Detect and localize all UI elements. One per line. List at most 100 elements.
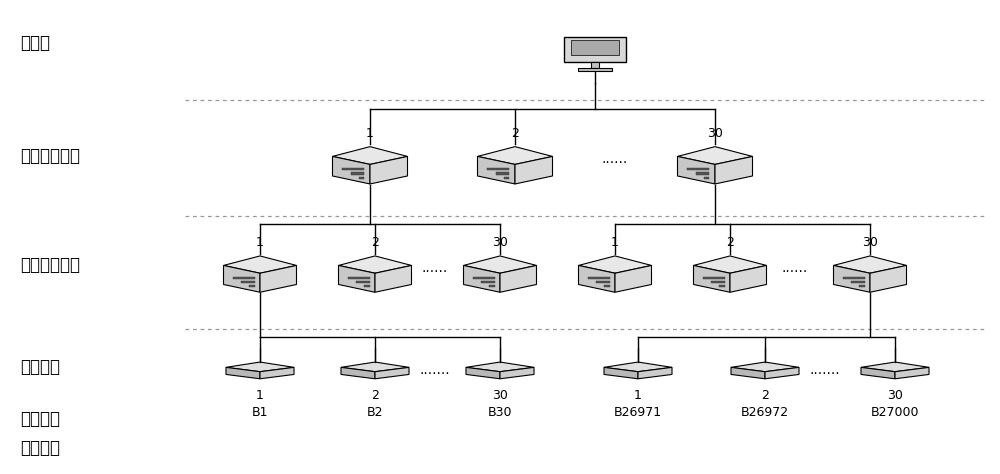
Polygon shape bbox=[711, 281, 725, 283]
Polygon shape bbox=[500, 265, 536, 292]
Text: 1: 1 bbox=[366, 127, 374, 140]
Polygon shape bbox=[834, 265, 870, 292]
Text: 2: 2 bbox=[371, 236, 379, 249]
Text: 终端节点: 终端节点 bbox=[20, 358, 60, 376]
Text: B2: B2 bbox=[367, 406, 383, 419]
Polygon shape bbox=[338, 256, 412, 273]
Text: 全局地址: 全局地址 bbox=[20, 439, 60, 457]
Polygon shape bbox=[348, 277, 370, 279]
Polygon shape bbox=[765, 367, 799, 379]
Polygon shape bbox=[591, 62, 599, 67]
Text: .......: ....... bbox=[420, 363, 450, 377]
Polygon shape bbox=[715, 156, 753, 184]
Polygon shape bbox=[564, 37, 626, 62]
Text: 1: 1 bbox=[634, 389, 642, 402]
Polygon shape bbox=[843, 277, 865, 279]
Polygon shape bbox=[604, 367, 638, 379]
Polygon shape bbox=[356, 281, 370, 283]
Polygon shape bbox=[515, 156, 552, 184]
Polygon shape bbox=[571, 40, 619, 55]
Polygon shape bbox=[719, 285, 725, 288]
Polygon shape bbox=[731, 362, 799, 372]
Polygon shape bbox=[338, 265, 375, 292]
Text: 2: 2 bbox=[371, 389, 379, 402]
Polygon shape bbox=[861, 362, 929, 372]
Text: 30: 30 bbox=[887, 389, 903, 402]
Text: B1: B1 bbox=[252, 406, 268, 419]
Polygon shape bbox=[578, 256, 652, 273]
Polygon shape bbox=[332, 146, 408, 164]
Polygon shape bbox=[241, 281, 255, 283]
Polygon shape bbox=[678, 146, 753, 164]
Polygon shape bbox=[678, 156, 715, 184]
Polygon shape bbox=[473, 277, 495, 279]
Text: 局部地址: 局部地址 bbox=[20, 410, 60, 428]
Polygon shape bbox=[870, 265, 906, 292]
Polygon shape bbox=[694, 265, 730, 292]
Text: 主控器: 主控器 bbox=[20, 34, 50, 52]
Text: 30: 30 bbox=[707, 127, 723, 140]
Polygon shape bbox=[233, 277, 255, 279]
Text: 30: 30 bbox=[492, 389, 508, 402]
Polygon shape bbox=[375, 265, 412, 292]
Polygon shape bbox=[638, 367, 672, 379]
Polygon shape bbox=[694, 256, 767, 273]
Polygon shape bbox=[703, 277, 725, 279]
Text: B30: B30 bbox=[488, 406, 512, 419]
Text: B26972: B26972 bbox=[741, 406, 789, 419]
Polygon shape bbox=[500, 367, 534, 379]
Polygon shape bbox=[704, 176, 709, 179]
Polygon shape bbox=[731, 367, 765, 379]
Text: .......: ....... bbox=[810, 363, 840, 377]
Polygon shape bbox=[464, 256, 536, 273]
Text: 2: 2 bbox=[761, 389, 769, 402]
Polygon shape bbox=[851, 281, 865, 283]
Polygon shape bbox=[861, 367, 895, 379]
Polygon shape bbox=[364, 285, 370, 288]
Text: ......: ...... bbox=[782, 261, 808, 275]
Polygon shape bbox=[487, 168, 509, 171]
Polygon shape bbox=[596, 281, 610, 283]
Polygon shape bbox=[260, 265, 296, 292]
Polygon shape bbox=[859, 285, 865, 288]
Polygon shape bbox=[481, 281, 495, 283]
Polygon shape bbox=[351, 172, 364, 175]
Text: ......: ...... bbox=[602, 152, 628, 166]
Polygon shape bbox=[341, 367, 375, 379]
Polygon shape bbox=[496, 172, 509, 175]
Polygon shape bbox=[466, 367, 500, 379]
Text: B27000: B27000 bbox=[871, 406, 919, 419]
Polygon shape bbox=[260, 367, 294, 379]
Polygon shape bbox=[615, 265, 652, 292]
Polygon shape bbox=[696, 172, 709, 175]
Polygon shape bbox=[332, 156, 370, 184]
Polygon shape bbox=[464, 265, 500, 292]
Polygon shape bbox=[370, 156, 408, 184]
Polygon shape bbox=[895, 367, 929, 379]
Text: 1: 1 bbox=[256, 389, 264, 402]
Polygon shape bbox=[478, 156, 515, 184]
Polygon shape bbox=[604, 285, 610, 288]
Polygon shape bbox=[604, 362, 672, 372]
Text: B26971: B26971 bbox=[614, 406, 662, 419]
Text: 2: 2 bbox=[511, 127, 519, 140]
Text: 1: 1 bbox=[256, 236, 264, 249]
Polygon shape bbox=[341, 362, 409, 372]
Polygon shape bbox=[249, 285, 255, 288]
Polygon shape bbox=[687, 168, 709, 171]
Polygon shape bbox=[504, 176, 509, 179]
Text: 1: 1 bbox=[611, 236, 619, 249]
Polygon shape bbox=[226, 367, 260, 379]
Polygon shape bbox=[224, 256, 296, 273]
Text: 第二层中继器: 第二层中继器 bbox=[20, 256, 80, 274]
Polygon shape bbox=[834, 256, 906, 273]
Polygon shape bbox=[578, 265, 615, 292]
Text: 2: 2 bbox=[726, 236, 734, 249]
Polygon shape bbox=[359, 176, 364, 179]
Polygon shape bbox=[226, 362, 294, 372]
Text: 30: 30 bbox=[492, 236, 508, 249]
Text: 30: 30 bbox=[862, 236, 878, 249]
Polygon shape bbox=[342, 168, 364, 171]
Polygon shape bbox=[375, 367, 409, 379]
Polygon shape bbox=[478, 146, 552, 164]
